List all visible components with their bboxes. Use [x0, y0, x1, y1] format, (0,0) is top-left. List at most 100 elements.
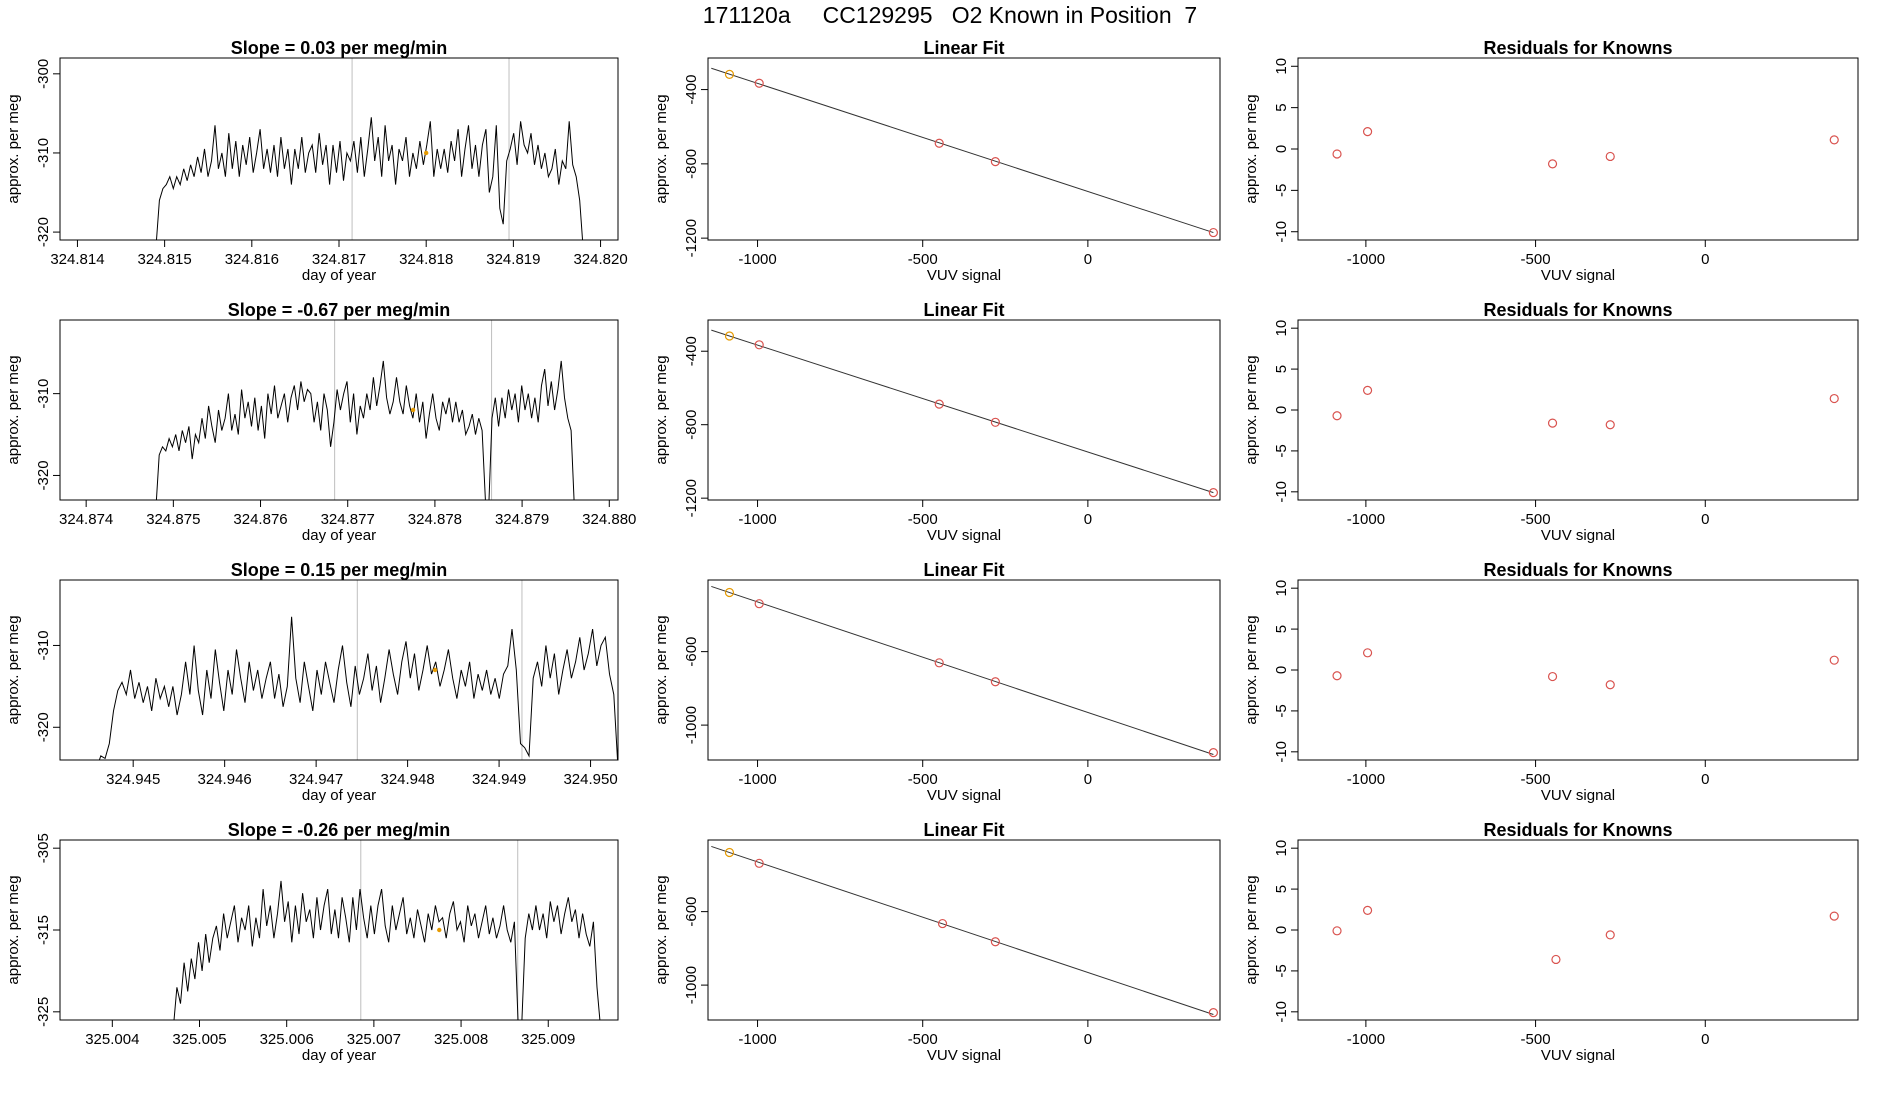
- x-axis-label: VUV signal: [927, 787, 1001, 804]
- panel-title: Slope = 0.03 per meg/min: [231, 38, 448, 58]
- data-point: [1829, 135, 1839, 145]
- plot-area: [711, 585, 1218, 758]
- y-tick-label: -300: [35, 59, 52, 89]
- x-tick-label: -1000: [738, 1031, 776, 1048]
- data-point: [1547, 418, 1558, 428]
- y-axis-label: approx. per meg: [5, 875, 22, 984]
- y-tick-label: -600: [683, 897, 700, 927]
- x-axis-label: day of year: [302, 527, 376, 544]
- fit-line: [711, 329, 1214, 494]
- plot-area: [711, 329, 1218, 498]
- data-point: [1829, 655, 1839, 665]
- y-tick-label: -305: [35, 833, 52, 863]
- panel-title: Linear Fit: [923, 820, 1004, 840]
- data-point: [754, 858, 764, 868]
- x-tick-label: 325.004: [85, 1031, 139, 1048]
- data-point: [1547, 159, 1558, 169]
- y-tick-label: -1200: [683, 219, 700, 257]
- fit-line: [711, 67, 1214, 234]
- data-point: [990, 937, 1000, 947]
- data-point: [724, 847, 735, 858]
- plot-frame: [707, 839, 1221, 1021]
- plot-area: [1332, 385, 1839, 430]
- x-axis-label: VUV signal: [1541, 787, 1615, 804]
- x-tick-label: 324.817: [312, 251, 366, 268]
- y-tick-label: 10: [1273, 58, 1290, 75]
- y-tick-label: -10: [1273, 1001, 1290, 1023]
- plot-frame: [707, 57, 1221, 241]
- x-tick-label: -1000: [1347, 1031, 1385, 1048]
- fit-line: [711, 585, 1214, 755]
- y-tick-label: -310: [35, 138, 52, 168]
- x-tick-label: 0: [1084, 1031, 1092, 1048]
- y-axis-label: approx. per meg: [5, 94, 22, 203]
- fit-line: [711, 845, 1214, 1015]
- chart-panel-8: -1000 -500 0 -600 -1000 Linear Fit VUV signal a…: [653, 560, 1221, 804]
- x-axis-label: VUV signal: [927, 267, 1001, 284]
- data-point: [1332, 149, 1342, 159]
- y-axis-label: approx. per meg: [1243, 615, 1260, 724]
- x-tick-label: 325.009: [521, 1031, 575, 1048]
- x-tick-label: 325.005: [172, 1031, 226, 1048]
- data-point: [1362, 127, 1373, 137]
- chart-panel-11: -1000 -500 0 -600 -1000 Linear Fit VUV signal a…: [653, 820, 1221, 1064]
- panel-title: Residuals for Knowns: [1483, 820, 1672, 840]
- chart-panel-10: 325.004 325.005 325.006 325.007 325.008 325.0…: [5, 820, 619, 1064]
- x-tick-label: -500: [1521, 251, 1551, 268]
- x-tick-label: 324.948: [380, 771, 434, 788]
- plot-frame: [1297, 579, 1859, 761]
- x-tick-label: 0: [1701, 1031, 1709, 1048]
- y-tick-label: -400: [683, 336, 700, 366]
- y-tick-label: -10: [1273, 741, 1290, 763]
- x-axis-label: VUV signal: [1541, 1047, 1615, 1064]
- data-point: [1547, 671, 1558, 682]
- x-tick-label: 324.878: [408, 511, 462, 528]
- x-tick-label: 324.877: [321, 511, 375, 528]
- data-point: [1362, 905, 1373, 915]
- plot-area: [98, 580, 618, 760]
- data-point: [1332, 926, 1342, 936]
- y-axis-label: approx. per meg: [653, 355, 670, 464]
- x-tick-label: 325.008: [434, 1031, 488, 1048]
- data-point: [1551, 954, 1561, 965]
- data-point: [990, 677, 1000, 687]
- y-tick-label: -325: [35, 997, 52, 1027]
- data-point: [1829, 393, 1839, 404]
- y-tick-label: 10: [1273, 840, 1290, 857]
- chart-panel-3: -1000 -500 0 10 5 0 -5 -10 Residuals for Knowns V…: [1243, 38, 1859, 284]
- y-tick-label: -10: [1273, 221, 1290, 243]
- y-tick-label: 0: [1273, 666, 1290, 674]
- x-tick-label: 324.880: [582, 511, 636, 528]
- x-tick-label: 324.946: [198, 771, 252, 788]
- data-point: [1829, 911, 1839, 921]
- y-tick-label: -10: [1273, 481, 1290, 503]
- chart-panel-6: -1000 -500 0 10 5 0 -5 -10 Residuals for Knowns V…: [1243, 300, 1859, 544]
- y-axis-label: approx. per meg: [5, 355, 22, 464]
- x-axis-label: day of year: [302, 787, 376, 804]
- data-point: [724, 69, 735, 79]
- data-point: [1362, 648, 1373, 658]
- y-axis-label: approx. per meg: [1243, 94, 1260, 203]
- x-tick-label: -500: [908, 771, 938, 788]
- plot-frame: [59, 319, 619, 501]
- plot-area: [173, 840, 601, 1020]
- y-axis-label: approx. per meg: [653, 615, 670, 724]
- data-point: [990, 157, 1000, 167]
- panel-title: Residuals for Knowns: [1483, 300, 1672, 320]
- y-tick-label: -600: [683, 637, 700, 667]
- data-point: [754, 340, 764, 350]
- panel-title: Residuals for Knowns: [1483, 38, 1672, 58]
- panel-title: Linear Fit: [923, 560, 1004, 580]
- data-point: [934, 658, 944, 668]
- x-tick-label: -1000: [738, 511, 776, 528]
- y-tick-label: -1000: [683, 706, 700, 744]
- data-point: [1208, 227, 1218, 238]
- x-axis-label: day of year: [302, 267, 376, 284]
- series-line: [98, 616, 618, 760]
- y-axis-label: approx. per meg: [1243, 355, 1260, 464]
- y-tick-label: -310: [35, 379, 52, 409]
- data-point: [724, 331, 735, 341]
- x-tick-label: 324.949: [472, 771, 526, 788]
- plot-area: [1332, 648, 1839, 690]
- x-tick-label: -1000: [1347, 511, 1385, 528]
